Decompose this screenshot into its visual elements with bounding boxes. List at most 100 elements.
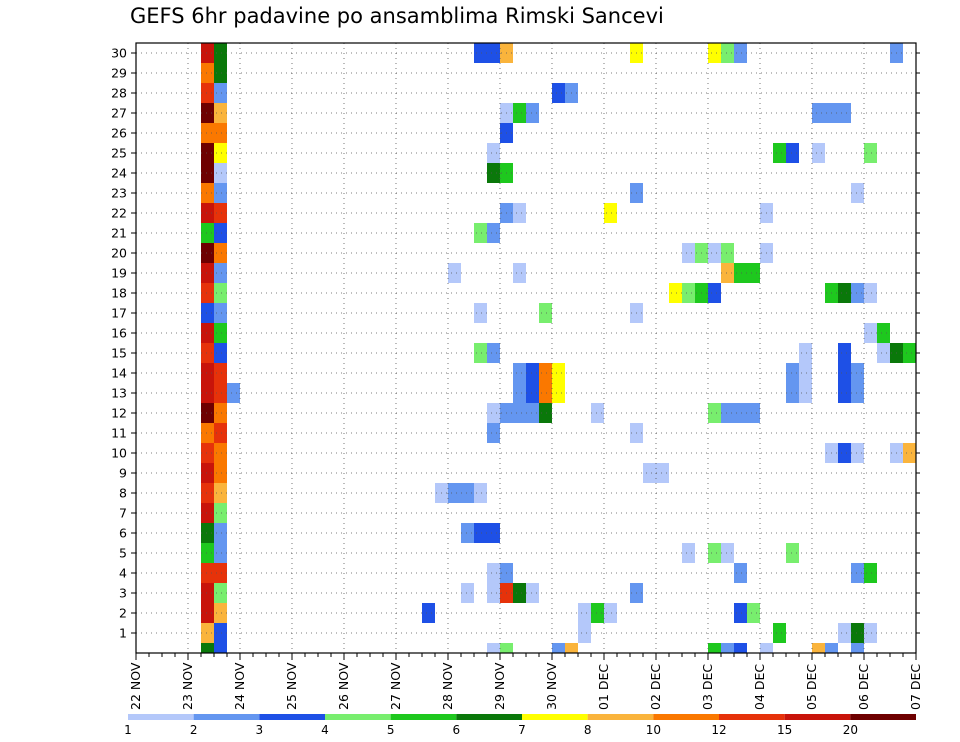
y-tick-label: 11 [111, 426, 127, 441]
heatmap-cell [565, 643, 578, 653]
heatmap-cell [838, 343, 851, 363]
y-tick-label: 28 [111, 86, 127, 101]
colorbar-label: 6 [453, 723, 461, 737]
heatmap-cell [747, 603, 760, 623]
heatmap-cell [513, 203, 526, 223]
heatmap-cell [201, 603, 214, 623]
colorbar-segment [259, 714, 325, 720]
y-tick-label: 17 [111, 306, 127, 321]
heatmap-cell [734, 643, 747, 653]
y-tick-label: 23 [111, 186, 127, 201]
heatmap-cell [838, 283, 851, 303]
heatmap-cell [201, 163, 214, 183]
heatmap-cell [877, 343, 890, 363]
heatmap-cell [201, 123, 227, 143]
y-tick-label: 15 [111, 346, 127, 361]
heatmap-cell [721, 403, 760, 423]
x-tick-label: 23 NOV [180, 662, 195, 710]
heatmap-cell [851, 363, 864, 383]
heatmap-cell [214, 263, 227, 283]
heatmap-cell [812, 643, 825, 653]
colorbar-label: 1 [124, 723, 132, 737]
x-tick-label: 27 NOV [388, 662, 403, 710]
heatmap-cell [682, 543, 695, 563]
heatmap-cell [214, 43, 227, 63]
heatmap-cell [487, 643, 500, 653]
heatmap-cell [201, 323, 214, 343]
heatmap-cell [214, 443, 227, 463]
heatmap-cell [201, 143, 214, 163]
heatmap-cell [214, 483, 227, 503]
chart-title: GEFS 6hr padavine po ansamblima Rimski S… [130, 4, 664, 28]
colorbar-segment [522, 714, 588, 720]
y-tick-label: 10 [111, 446, 127, 461]
heatmap-cell [526, 383, 539, 403]
heatmap-cell [864, 623, 877, 643]
y-tick-label: 4 [119, 566, 127, 581]
y-tick-label: 2 [119, 606, 127, 621]
heatmap-cell [669, 283, 682, 303]
colorbar-label: 8 [584, 723, 592, 737]
heatmap-cell [487, 583, 500, 603]
heatmap-cell [201, 543, 214, 563]
heatmap-cell [487, 563, 500, 583]
heatmap-cell [474, 303, 487, 323]
x-tick-label: 25 NOV [284, 662, 299, 710]
heatmap-cell [474, 483, 487, 503]
y-tick-label: 26 [111, 126, 127, 141]
heatmap-cell [682, 283, 695, 303]
heatmap-cell [214, 323, 227, 343]
y-tick-label: 16 [111, 326, 127, 341]
y-tick-label: 12 [111, 406, 127, 421]
heatmap-cell [214, 83, 227, 103]
heatmap-cell [760, 643, 773, 653]
heatmap-cell [773, 143, 786, 163]
heatmap-cell [604, 603, 617, 623]
heatmap-cell [591, 403, 604, 423]
heatmap-cell [552, 83, 565, 103]
heatmap-cell [773, 623, 786, 643]
colorbar-segment [128, 714, 194, 720]
colorbar-segment [193, 714, 260, 720]
heatmap-cell [201, 343, 214, 363]
heatmap-cell [539, 383, 552, 403]
heatmap-cell [799, 383, 812, 403]
heatmap-cell [708, 643, 721, 653]
heatmap-cell [682, 243, 695, 263]
y-tick-label: 7 [119, 506, 127, 521]
x-tick-label: 06 DEC [856, 664, 871, 710]
heatmap-cell [214, 523, 227, 543]
heatmap-cell [864, 563, 877, 583]
x-tick-label: 05 DEC [804, 664, 819, 710]
heatmap-cell [708, 543, 721, 563]
heatmap-cell [201, 503, 214, 523]
heatmap-cell [201, 43, 214, 63]
y-tick-label: 19 [111, 266, 127, 281]
heatmap-cell [214, 383, 227, 403]
y-tick-label: 24 [111, 166, 127, 181]
heatmap-cell [487, 223, 500, 243]
heatmap-cell [201, 563, 227, 583]
colorbar-label: 2 [190, 723, 198, 737]
heatmap-cell [734, 603, 747, 623]
heatmap-cell [539, 303, 552, 323]
y-tick-label: 3 [119, 586, 127, 601]
heatmap-cell [201, 443, 214, 463]
heatmap-cell [201, 643, 214, 653]
heatmap-cell [214, 363, 227, 383]
heatmap-cell [201, 103, 214, 123]
heatmap-cell [513, 583, 526, 603]
heatmap-cell [851, 383, 864, 403]
heatmap-cell [864, 323, 877, 343]
heatmap-cell [474, 223, 487, 243]
heatmap-cell [851, 443, 864, 463]
x-tick-label: 24 NOV [232, 662, 247, 710]
heatmap-cell [786, 363, 799, 383]
y-tick-label: 18 [111, 286, 127, 301]
x-tick-label: 02 DEC [648, 664, 663, 710]
y-tick-label: 13 [111, 386, 127, 401]
heatmap-cell [487, 343, 500, 363]
colorbar-label: 10 [646, 723, 661, 737]
y-tick-label: 9 [119, 466, 127, 481]
heatmap-cell [214, 463, 227, 483]
